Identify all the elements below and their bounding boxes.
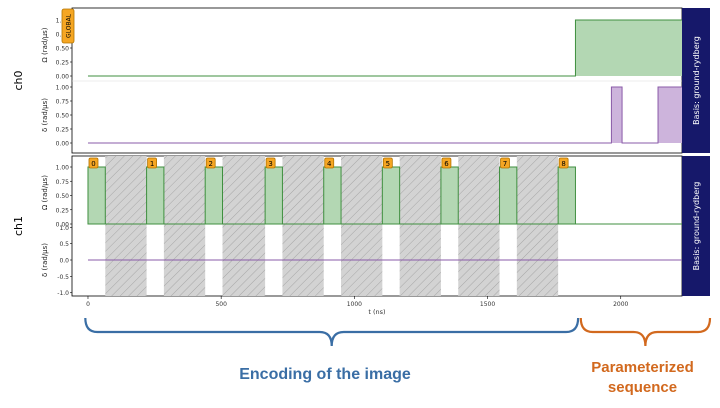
pulse-marker-label: 3 <box>268 160 272 168</box>
target-interval <box>163 156 206 296</box>
omega-tick-label: 0.25 <box>56 60 70 67</box>
target-interval <box>341 156 383 296</box>
omega-pulse <box>440 166 459 225</box>
omega-pulse <box>204 166 224 225</box>
pulse-marker <box>265 157 276 169</box>
omega-pulse <box>264 166 283 225</box>
pulse-marker <box>500 157 510 169</box>
delta-axis-label: δ (rad/µs) <box>41 243 49 277</box>
omega-tick-label: 0.75 <box>56 179 70 186</box>
target-interval <box>282 156 324 296</box>
omega-tick-label: 0.00 <box>56 74 70 81</box>
parameterized-caption: Parameterized sequence <box>570 358 715 398</box>
omega-tick-label: 0.00 <box>56 222 70 229</box>
delta-tick-label: 1.0 <box>59 225 69 232</box>
pulse-marker <box>558 157 569 169</box>
x-axis-label: t (ns) <box>368 308 385 316</box>
delta-fill <box>87 87 682 143</box>
channel-label: ch1 <box>12 216 25 236</box>
target-interval <box>105 156 147 296</box>
pulse-marker-label: 8 <box>561 160 565 168</box>
target-interval <box>516 156 559 296</box>
omega-tick-label: 1.00 <box>56 165 70 172</box>
parameterized-brace <box>579 317 712 347</box>
pulse-marker-label: 4 <box>327 160 332 168</box>
global-marker <box>61 8 75 44</box>
omega-pulse <box>381 166 401 225</box>
channel-ch0: Basis: ground-rydberg ch0 Ω (rad/µs) 0.00 0.… <box>12 7 710 154</box>
delta-tick-label: 0.00 <box>56 141 70 148</box>
basis-label: Basis: ground-rydberg <box>692 36 701 125</box>
pulse-marker-label: 5 <box>386 160 390 168</box>
omega-line <box>87 19 682 77</box>
omega-pulse <box>557 166 576 225</box>
basis-band <box>682 8 710 153</box>
basis-band <box>682 156 710 296</box>
delta-tick-label: 0.75 <box>56 99 70 106</box>
pulse-marker-label: 2 <box>208 160 212 168</box>
x-tick-label: 1500 <box>480 301 495 308</box>
omega-tick-label: 0.25 <box>56 207 70 214</box>
pulse-marker <box>441 157 452 169</box>
delta-tick-label: -0.5 <box>57 274 69 281</box>
pulse-marker <box>88 157 99 169</box>
delta-tick-label: 0.0 <box>59 258 69 265</box>
omega-pulse <box>146 166 165 225</box>
delta-tick-label: 0.5 <box>59 241 69 248</box>
target-interval <box>222 156 266 296</box>
pulse-marker <box>147 157 157 169</box>
delta-tick-label: 1.00 <box>56 85 70 92</box>
channel-label: ch0 <box>12 70 25 90</box>
x-tick-label: 1000 <box>347 301 362 308</box>
pulse-marker-label: 0 <box>91 160 95 168</box>
omega-pulse <box>87 166 106 225</box>
encoding-brace <box>84 317 580 347</box>
delta-tick-label: 0.25 <box>56 127 70 134</box>
pulse-marker-label: 7 <box>503 160 507 168</box>
target-interval <box>399 156 441 296</box>
delta-line <box>87 86 682 144</box>
pulse-marker <box>324 157 335 169</box>
omega-pulse <box>323 166 342 225</box>
parameterized-caption-line-1: Parameterized <box>591 359 694 376</box>
omega-pulse <box>499 166 518 225</box>
omega-tick-label: 0.50 <box>56 193 70 200</box>
omega-fill <box>87 20 682 76</box>
parameterized-caption-line-2: sequence <box>607 379 678 396</box>
pulse-marker <box>382 157 393 169</box>
target-interval <box>458 156 500 296</box>
x-tick-label: 0 <box>86 301 90 308</box>
delta-tick-label: 0.50 <box>56 113 70 120</box>
basis-label: Basis: ground-rydberg <box>692 182 701 271</box>
x-tick-label: 2000 <box>613 301 628 308</box>
pulse-marker-label: 1 <box>150 160 154 168</box>
encoding-caption: Encoding of the image <box>239 366 411 383</box>
omega-axis-label: Ω (rad/µs) <box>41 175 49 210</box>
omega-axis-label: Ω (rad/µs) <box>41 27 49 62</box>
delta-tick-label: -1.0 <box>57 290 69 297</box>
pulse-marker <box>205 157 216 169</box>
pulse-marker-label: 6 <box>444 160 449 168</box>
global-marker-label: GLOBAL <box>66 13 73 38</box>
omega-tick-label: 0.50 <box>56 46 70 53</box>
delta-axis-label: δ (rad/µs) <box>41 98 49 132</box>
x-tick-label: 500 <box>215 301 227 308</box>
